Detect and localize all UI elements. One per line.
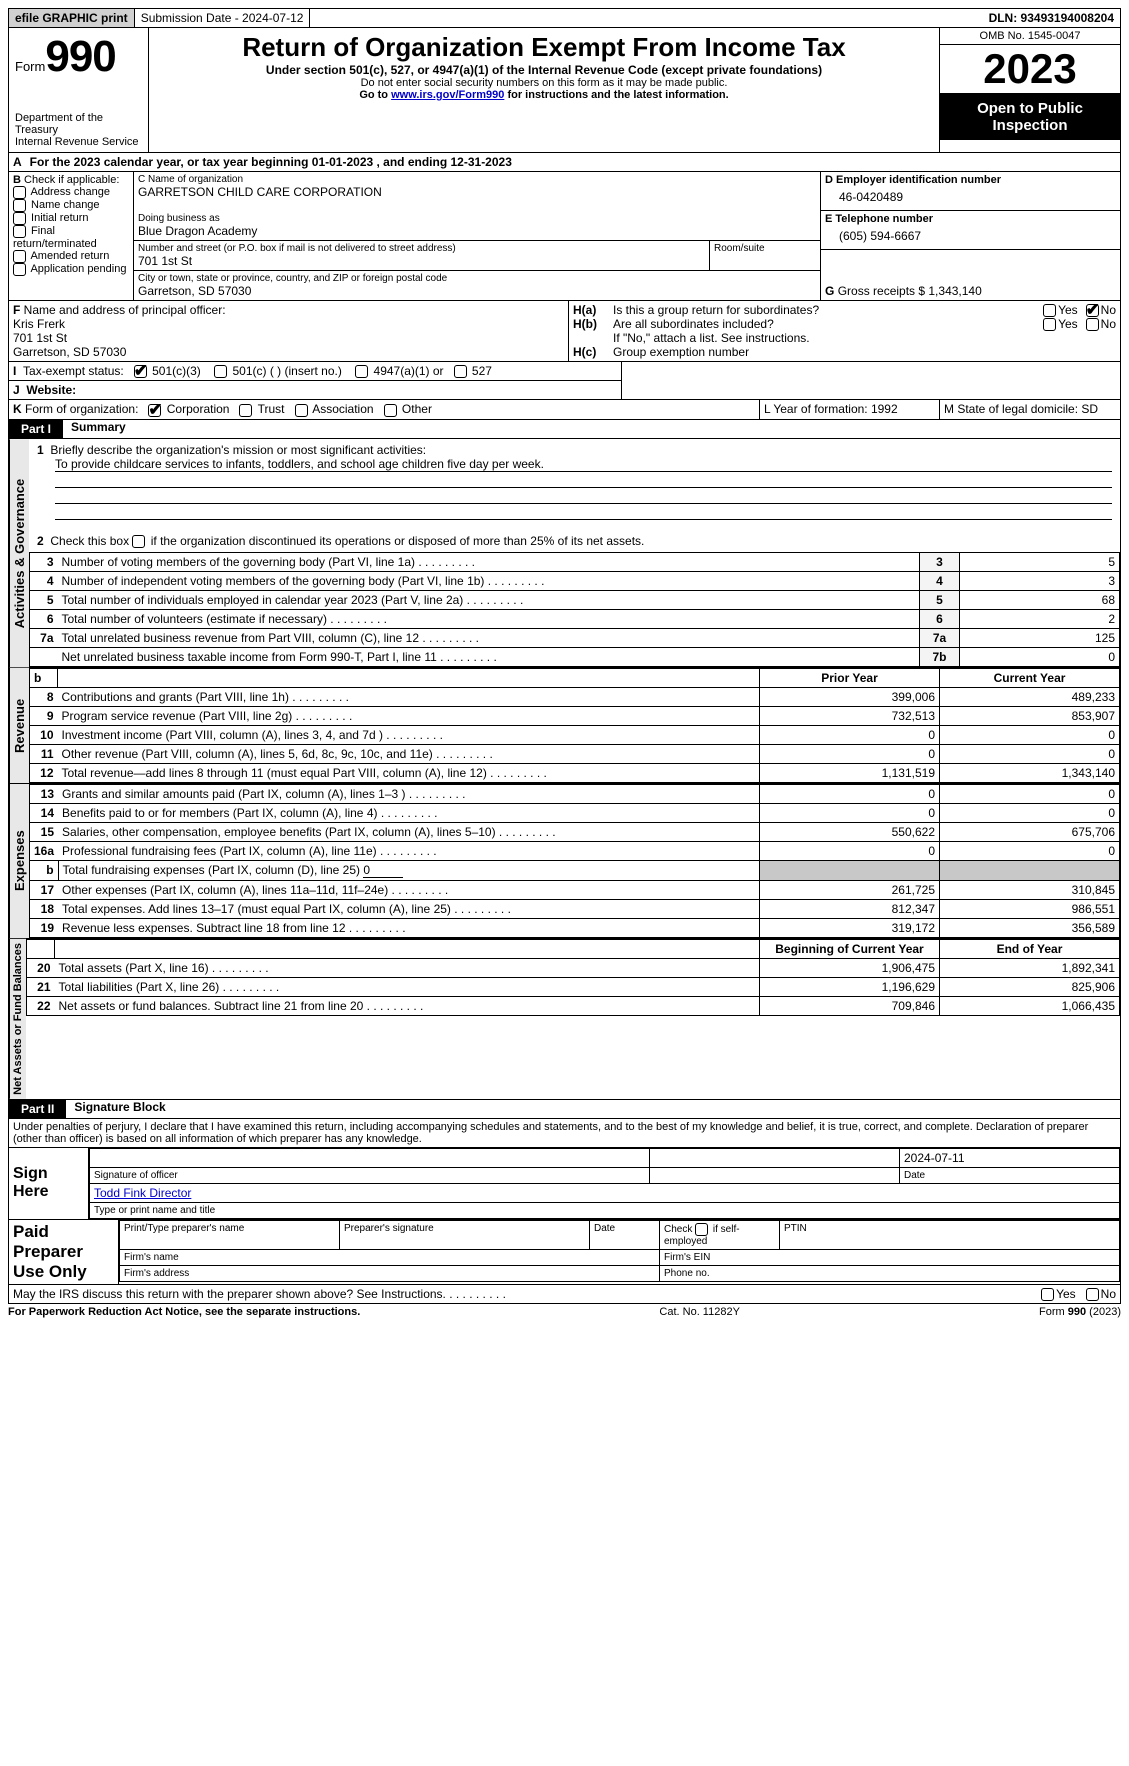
omb-number: OMB No. 1545-0047 (940, 28, 1120, 45)
revenue-table: b Prior Year Current Year 8 Contribution… (29, 668, 1120, 783)
activities-table: 1 Briefly describe the organization's mi… (29, 439, 1120, 552)
hb-yes-checkbox[interactable] (1043, 318, 1056, 331)
paid-preparer-label: Paid Preparer Use Only (9, 1220, 119, 1284)
b-opt-checkbox[interactable] (13, 250, 26, 263)
dba-name: Blue Dragon Academy (138, 224, 816, 238)
c-name-label: C Name of organization (138, 174, 816, 185)
mission-text: To provide childcare services to infants… (55, 457, 1112, 472)
page-footer: For Paperwork Reduction Act Notice, see … (8, 1306, 1121, 1318)
sign-table: 2024-07-11 Signature of officerDate Todd… (89, 1148, 1120, 1219)
form-number: 990 (45, 32, 115, 81)
b-opt-checkbox[interactable] (13, 212, 26, 225)
irs-link[interactable]: www.irs.gov/Form990 (391, 89, 504, 101)
part1-tab: Part I (9, 420, 63, 438)
k-assoc-checkbox[interactable] (295, 404, 308, 417)
city-label: City or town, state or province, country… (138, 273, 816, 284)
hc-text: Group exemption number (613, 345, 749, 359)
preparer-table: Print/Type preparer's name Preparer's si… (119, 1220, 1120, 1282)
hb-text: Are all subordinates included? (613, 317, 1043, 331)
goto-pre: Go to (359, 89, 391, 101)
part2-title: Signature Block (74, 1100, 165, 1118)
officer-street: 701 1st St (13, 331, 67, 345)
top-bar: efile GRAPHIC print Submission Date - 20… (8, 8, 1121, 28)
subtitle: Under section 501(c), 527, or 4947(a)(1)… (157, 63, 931, 77)
penalty-statement: Under penalties of perjury, I declare th… (9, 1119, 1120, 1147)
line-a: A For the 2023 calendar year, or tax yea… (8, 153, 1121, 172)
telephone: (605) 594-6667 (825, 225, 1116, 247)
ha-yes-checkbox[interactable] (1043, 304, 1056, 317)
efile-button[interactable]: efile GRAPHIC print (9, 9, 135, 27)
dln: DLN: 93493194008204 (983, 9, 1120, 27)
year-formation: L Year of formation: 1992 (760, 400, 940, 418)
irs-yes-checkbox[interactable] (1041, 1288, 1054, 1301)
expenses-table: 13 Grants and similar amounts paid (Part… (29, 784, 1120, 938)
f-text: Name and address of principal officer: (20, 303, 225, 317)
hb-no-checkbox[interactable] (1086, 318, 1099, 331)
b-opt-checkbox[interactable] (13, 263, 26, 276)
sign-here-label: Sign Here (9, 1148, 89, 1219)
submission-date: Submission Date - 2024-07-12 (135, 9, 311, 27)
public-inspection: Open to Public Inspection (940, 94, 1120, 140)
ssn-warning: Do not enter social security numbers on … (157, 77, 931, 89)
i-527-checkbox[interactable] (454, 365, 467, 378)
b-opt-checkbox[interactable] (13, 186, 26, 199)
ha-no-checkbox[interactable] (1086, 304, 1099, 317)
dept-treasury: Department of the Treasury Internal Reve… (15, 112, 142, 148)
vlabel-activities: Activities & Governance (9, 439, 29, 667)
city-state-zip: Garretson, SD 57030 (138, 284, 816, 298)
b-opt-checkbox[interactable] (13, 225, 26, 238)
org-name: GARRETSON CHILD CARE CORPORATION (138, 185, 816, 199)
form-label: Form (15, 59, 45, 74)
goto-post: for instructions and the latest informat… (504, 89, 728, 101)
form-header: Form990 Department of the Treasury Inter… (8, 28, 1121, 153)
i-501c-checkbox[interactable] (214, 365, 227, 378)
room-label: Room/suite (714, 243, 816, 254)
ein: 46-0420489 (825, 186, 1116, 208)
hb-note: If "No," attach a list. See instructions… (573, 331, 1116, 345)
tax-year: 2023 (940, 45, 1120, 94)
officer-city: Garretson, SD 57030 (13, 345, 126, 359)
part2-tab: Part II (9, 1100, 66, 1118)
self-employed-checkbox[interactable] (695, 1223, 708, 1236)
vlabel-revenue: Revenue (9, 668, 29, 783)
section-b: B Check if applicable: Address change Na… (9, 172, 134, 300)
irs-no-checkbox[interactable] (1086, 1288, 1099, 1301)
officer-name-link[interactable]: Todd Fink Director (94, 1186, 191, 1200)
ha-text: Is this a group return for subordinates? (613, 303, 1043, 317)
i-501c3-checkbox[interactable] (134, 365, 147, 378)
form-title: Return of Organization Exempt From Incom… (157, 32, 931, 63)
vlabel-netassets: Net Assets or Fund Balances (9, 939, 26, 1099)
netassets-table: Beginning of Current Year End of Year 20… (26, 939, 1120, 1016)
k-trust-checkbox[interactable] (239, 404, 252, 417)
street-label: Number and street (or P.O. box if mail i… (138, 243, 705, 254)
e-label: E Telephone number (825, 213, 1116, 225)
vlabel-expenses: Expenses (9, 784, 29, 938)
gross-receipts: Gross receipts $ 1,343,140 (838, 284, 982, 298)
k-corp-checkbox[interactable] (148, 404, 161, 417)
i-4947-checkbox[interactable] (355, 365, 368, 378)
website-label: Website: (26, 383, 76, 397)
d-label: D Employer identification number (825, 174, 1116, 186)
part1-title: Summary (71, 420, 126, 438)
state-domicile: M State of legal domicile: SD (940, 400, 1120, 418)
k-other-checkbox[interactable] (384, 404, 397, 417)
dba-label: Doing business as (138, 213, 816, 224)
street-address: 701 1st St (138, 254, 705, 268)
officer-name: Kris Frerk (13, 317, 65, 331)
l2-checkbox[interactable] (132, 535, 145, 548)
b-opt-checkbox[interactable] (13, 199, 26, 212)
